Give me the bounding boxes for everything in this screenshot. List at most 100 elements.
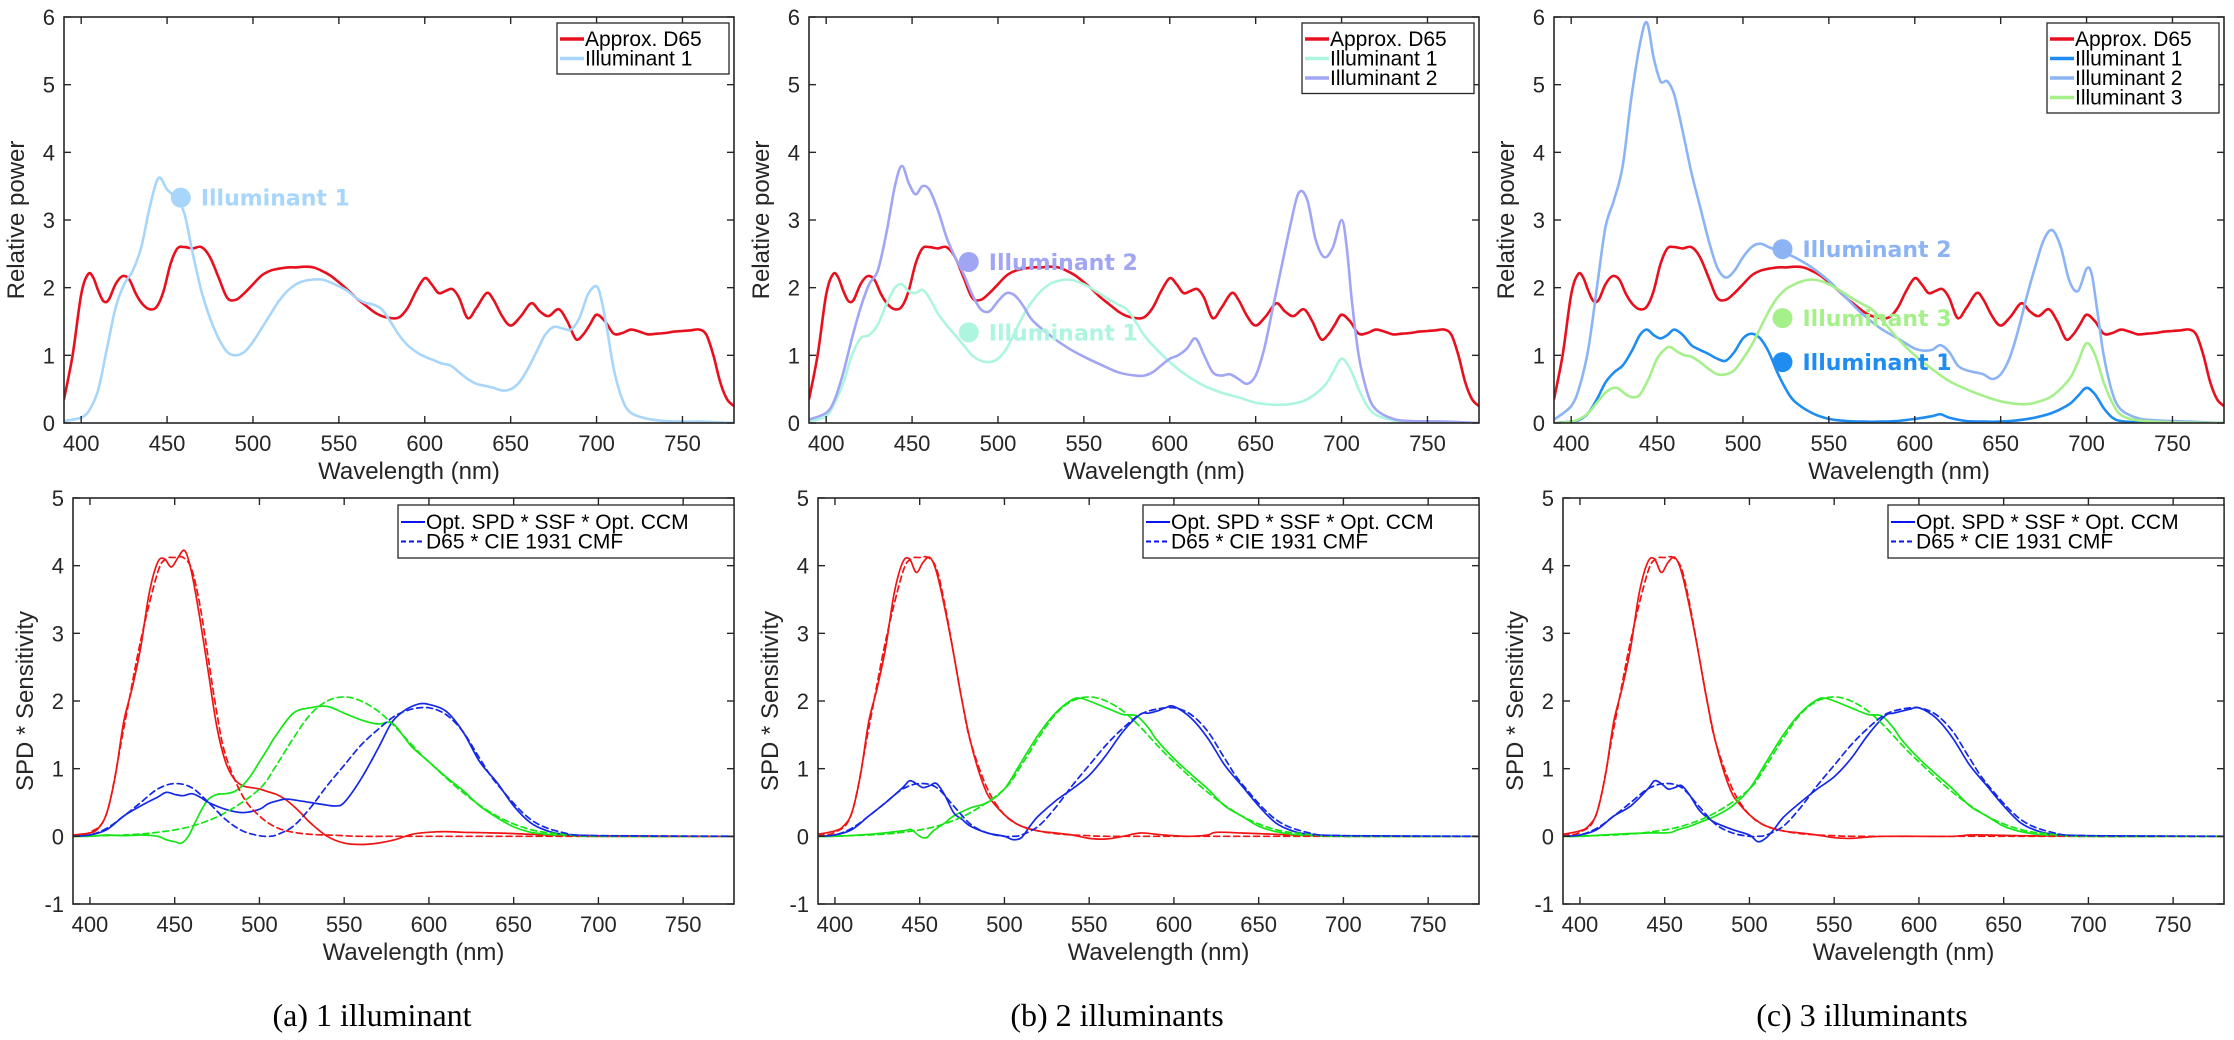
x-tick-label: 450 [1646, 912, 1683, 937]
legend-label: Illuminant 1 [2075, 48, 2182, 71]
legend-label: Illuminant 2 [1330, 67, 1437, 90]
annotation-label: Illuminant 1 [989, 321, 1138, 346]
y-tick-label: 3 [1542, 621, 1554, 646]
y-tick-label: 1 [52, 757, 64, 782]
legend-box [2046, 22, 2220, 114]
y-tick-label: 5 [1542, 486, 1554, 511]
x-tick-label: 700 [578, 431, 615, 456]
x-axis-label: Wavelength (nm) [1063, 458, 1245, 485]
y-tick-label: 4 [797, 554, 809, 579]
series-line-illuminant-1 [1554, 328, 2224, 423]
series-line-b-opt [73, 702, 734, 838]
x-axis-label: Wavelength (nm) [1813, 939, 1995, 966]
series-line-r-opt [73, 549, 734, 846]
series-line-illuminant-1 [64, 176, 734, 423]
x-tick-label: 650 [492, 431, 529, 456]
series-line-b-opt [818, 704, 1479, 841]
x-tick-label: 650 [1982, 431, 2019, 456]
x-tick-label: 400 [63, 431, 100, 456]
y-axis-label: SPD * Sensitivity [757, 611, 784, 791]
x-tick-label: 400 [1562, 912, 1599, 937]
series-line-g-ref [1563, 696, 2224, 838]
y-tick-label: 3 [1533, 208, 1545, 233]
y-tick-label: 0 [1533, 411, 1545, 436]
annotation-label: Illuminant 2 [989, 251, 1138, 276]
y-tick-label: 3 [43, 208, 55, 233]
y-tick-label: 0 [43, 411, 55, 436]
x-tick-label: 450 [156, 912, 193, 937]
y-tick-label: 6 [788, 5, 800, 30]
y-tick-label: 3 [797, 621, 809, 646]
x-tick-label: 700 [1325, 912, 1362, 937]
y-tick-label: -1 [1534, 892, 1554, 917]
y-tick-label: 4 [1542, 554, 1554, 579]
y-tick-label: 6 [1533, 5, 1545, 30]
chart-c-bottom: 400 450 500 550 600 650 700 750 -1 0 1 2 3 4 5 Waveleng… [1502, 486, 2225, 966]
series-group [1554, 20, 2224, 423]
series-line-b-ref [73, 706, 734, 838]
x-axis-label: Wavelength (nm) [1808, 458, 1990, 485]
y-tick-label: 1 [1542, 757, 1554, 782]
y-tick-label: 0 [52, 824, 64, 849]
series-group [73, 549, 734, 846]
series-line-approx-d65 [64, 245, 734, 408]
x-tick-label: 500 [986, 912, 1023, 937]
series-line-g-opt [818, 697, 1479, 839]
annotation-label: Illuminant 1 [1802, 351, 1951, 376]
legend-label: Opt. SPD * SSF * Opt. CCM [1171, 511, 1434, 534]
legend-label: Illuminant 1 [585, 48, 692, 71]
y-tick-label: 2 [52, 689, 64, 714]
series-line-g-ref [818, 696, 1479, 838]
annotation-marker [170, 187, 191, 208]
axes-box [63, 16, 735, 424]
annotation-marker [1772, 239, 1793, 260]
y-tick-label: 0 [797, 824, 809, 849]
x-tick-label: 500 [235, 431, 272, 456]
y-tick-label: 3 [52, 621, 64, 646]
legend-box [1887, 504, 2225, 559]
series-line-illuminant-3 [1554, 278, 2224, 423]
legend-label: Approx. D65 [585, 28, 702, 51]
y-tick-label: 4 [43, 140, 55, 165]
caption-c: (c) 3 illuminants [1756, 997, 1968, 1033]
y-axis-label: Relative power [1493, 141, 1520, 300]
y-tick-label: -1 [789, 892, 809, 917]
x-tick-label: 700 [1323, 431, 1360, 456]
y-axis-label: SPD * Sensitivity [1502, 611, 1529, 791]
x-tick-label: 550 [1066, 431, 1103, 456]
axes-box [72, 497, 735, 905]
y-tick-label: 5 [52, 486, 64, 511]
series-line-r-opt [818, 556, 1479, 841]
y-tick-label: 2 [1542, 689, 1554, 714]
annotation-marker [958, 322, 979, 343]
caption-a: (a) 1 illuminant [272, 997, 471, 1033]
chart-a-bottom: 400 450 500 550 600 650 700 750 -1 0 1 2 3 4 5 Waveleng… [12, 486, 735, 966]
x-tick-label: 450 [1639, 431, 1676, 456]
x-tick-label: 400 [817, 912, 854, 937]
annotation-label: Illuminant 1 [201, 187, 350, 212]
x-tick-label: 400 [1553, 431, 1590, 456]
chart-b-bottom: 400 450 500 550 600 650 700 750 -1 0 1 2 3 4 5 Waveleng… [757, 486, 1480, 966]
x-axis-label: Wavelength (nm) [323, 939, 505, 966]
series-line-r-ref [73, 555, 734, 838]
x-tick-label: 500 [241, 912, 278, 937]
x-tick-label: 400 [808, 431, 845, 456]
x-tick-label: 550 [1816, 912, 1853, 937]
x-tick-label: 650 [1240, 912, 1277, 937]
series-line-b-opt [1563, 706, 2224, 843]
x-tick-label: 600 [406, 431, 443, 456]
x-tick-label: 600 [411, 912, 448, 937]
annotation-label: Illuminant 3 [1802, 307, 1951, 332]
series-line-illuminant-2 [1554, 20, 2224, 423]
series-line-r-ref [1563, 555, 2224, 838]
series-line-g-ref [73, 696, 734, 838]
legend-label: Illuminant 3 [2075, 87, 2182, 110]
series-group [1563, 555, 2224, 843]
y-axis-label: SPD * Sensitivity [12, 611, 39, 791]
series-group [818, 555, 1479, 841]
